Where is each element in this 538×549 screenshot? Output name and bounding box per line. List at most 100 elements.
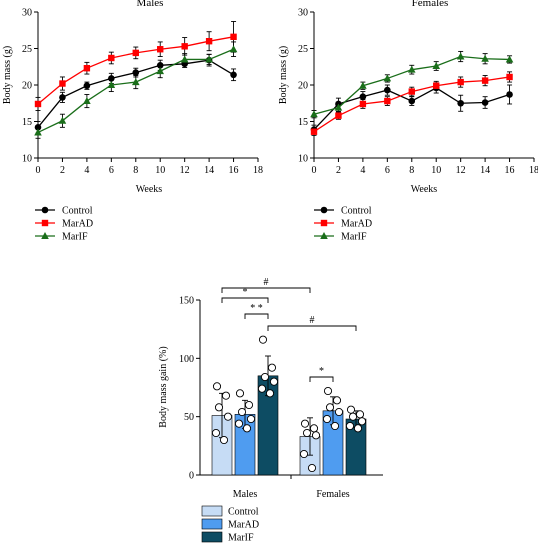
gain-data-point — [244, 400, 254, 410]
females-marif-point — [481, 54, 489, 62]
gain-data-point — [267, 363, 277, 372]
males-x-tick-label: 8 — [133, 165, 138, 176]
males-marad-point — [108, 54, 115, 62]
males-legend-marad-label: MarAD — [62, 219, 93, 230]
significance-label: # — [310, 315, 315, 326]
females-y-tick-label: 20 — [298, 81, 308, 92]
males-marif-point — [34, 128, 42, 136]
males-marad-point — [34, 100, 42, 108]
males-control-point — [83, 82, 91, 90]
gain-data-point — [269, 377, 279, 386]
gain-data-point — [322, 414, 332, 424]
gain-data-point — [223, 412, 233, 421]
gain-legend-marad-label: MarAD — [228, 520, 259, 531]
females-legend-marif-label: MarIF — [341, 232, 367, 243]
males-marif-point — [180, 55, 189, 63]
females-axes: 10 15 20 25 30 0 2 4 6 8 10 12 14 16 18 — [298, 8, 538, 177]
males-x-tick-label: 10 — [155, 165, 165, 176]
males-marif-point — [58, 116, 67, 124]
males-y-axis-label: Body mass (g) — [2, 46, 13, 104]
females-marif-point — [456, 52, 465, 60]
gain-data-point — [348, 412, 358, 421]
females-marad-point — [359, 100, 367, 108]
males-marif-point — [205, 55, 213, 63]
males-x-tick-label: 12 — [180, 165, 190, 176]
gain-legend: Control MarAD MarIF — [201, 505, 259, 544]
males-marad-point — [181, 43, 188, 50]
gain-y-axis-label: Body mass gain (%) — [158, 346, 169, 427]
gain-data-point — [212, 382, 222, 391]
females-control-point — [481, 99, 489, 106]
females-marad-point — [481, 77, 489, 84]
gain-data-point — [257, 384, 267, 393]
gain-x-category-label: Females — [316, 489, 349, 500]
females-x-tick-label: 18 — [529, 165, 538, 176]
females-marif-point — [407, 65, 416, 73]
females-line-chart: Females Body mass (g) Weeks 10 15 20 25 30 0 2… — [278, 0, 538, 195]
females-y-tick-label: 15 — [298, 117, 308, 128]
females-control-point — [359, 93, 367, 100]
males-marad-point — [132, 49, 139, 57]
females-y-tick-label: 30 — [298, 8, 308, 19]
significance-bracket — [221, 297, 269, 303]
females-marad-point — [506, 73, 513, 81]
gain-legend-marif-swatch — [201, 531, 223, 543]
body-mass-gain-bar-chart: Body mass gain (%) 0 50 100 150 Males Females… — [158, 277, 383, 500]
males-legend: Control MarAD MarIF — [35, 206, 93, 243]
gain-data-point — [214, 403, 224, 412]
females-marad-point — [310, 128, 318, 135]
significance-label: * — [319, 366, 324, 377]
males-marif-point — [156, 67, 165, 75]
females-x-tick-label: 12 — [456, 165, 466, 176]
females-marif-point — [359, 81, 367, 89]
males-legend-marad-marker — [41, 219, 49, 227]
gain-data-point — [234, 419, 244, 428]
males-legend-marif-label: MarIF — [62, 232, 88, 243]
gain-data-point — [311, 431, 321, 440]
males-plot-area — [34, 21, 238, 139]
males-x-tick-label: 18 — [253, 165, 263, 176]
females-y-axis-label: Body mass (g) — [278, 46, 289, 104]
males-marad-point — [157, 46, 164, 53]
gain-data-point — [346, 405, 356, 414]
females-x-axis-label: Weeks — [411, 184, 438, 195]
females-x-tick-label: 0 — [312, 165, 317, 176]
females-marif-point — [383, 74, 392, 82]
males-y-tick-label: 10 — [22, 154, 32, 165]
males-axes: 10 15 20 25 30 0 2 4 6 8 10 12 14 16 18 — [22, 8, 263, 177]
males-y-tick-label: 15 — [22, 117, 32, 128]
males-control-point — [59, 94, 66, 101]
females-legend-marif-marker — [320, 232, 328, 239]
gain-plot-area — [211, 335, 367, 476]
females-x-tick-label: 16 — [505, 165, 515, 176]
gain-x-category-label: Males — [233, 489, 258, 500]
males-x-tick-label: 0 — [36, 165, 41, 176]
males-marif-point — [229, 45, 238, 53]
significance-bracket — [267, 325, 357, 331]
significance-bracket — [309, 376, 334, 382]
gain-data-point — [221, 391, 231, 400]
females-marad-point — [384, 97, 391, 105]
males-marif-point — [131, 78, 140, 86]
males-marif-line — [37, 48, 234, 134]
males-marif-point — [107, 81, 116, 88]
females-control-point — [506, 91, 513, 98]
males-x-axis-label: Weeks — [136, 184, 163, 195]
gain-data-point — [325, 403, 335, 412]
gain-data-point — [302, 428, 312, 438]
gain-data-point — [299, 449, 309, 459]
males-y-tick-label: 25 — [22, 44, 32, 55]
females-marad-point — [335, 112, 342, 119]
females-legend-marad-label: MarAD — [341, 219, 372, 230]
females-marad-point — [408, 88, 415, 95]
females-marif-point — [505, 55, 514, 63]
gain-y-tick-label: 0 — [189, 471, 194, 482]
males-x-tick-label: 6 — [109, 165, 114, 176]
males-legend-control-label: Control — [62, 206, 93, 217]
gain-data-point — [353, 424, 363, 433]
females-control-point — [457, 99, 464, 107]
gain-data-point — [345, 421, 355, 431]
females-marad-point — [457, 78, 464, 86]
gain-data-point — [355, 410, 365, 419]
significance-bracket — [221, 287, 311, 293]
